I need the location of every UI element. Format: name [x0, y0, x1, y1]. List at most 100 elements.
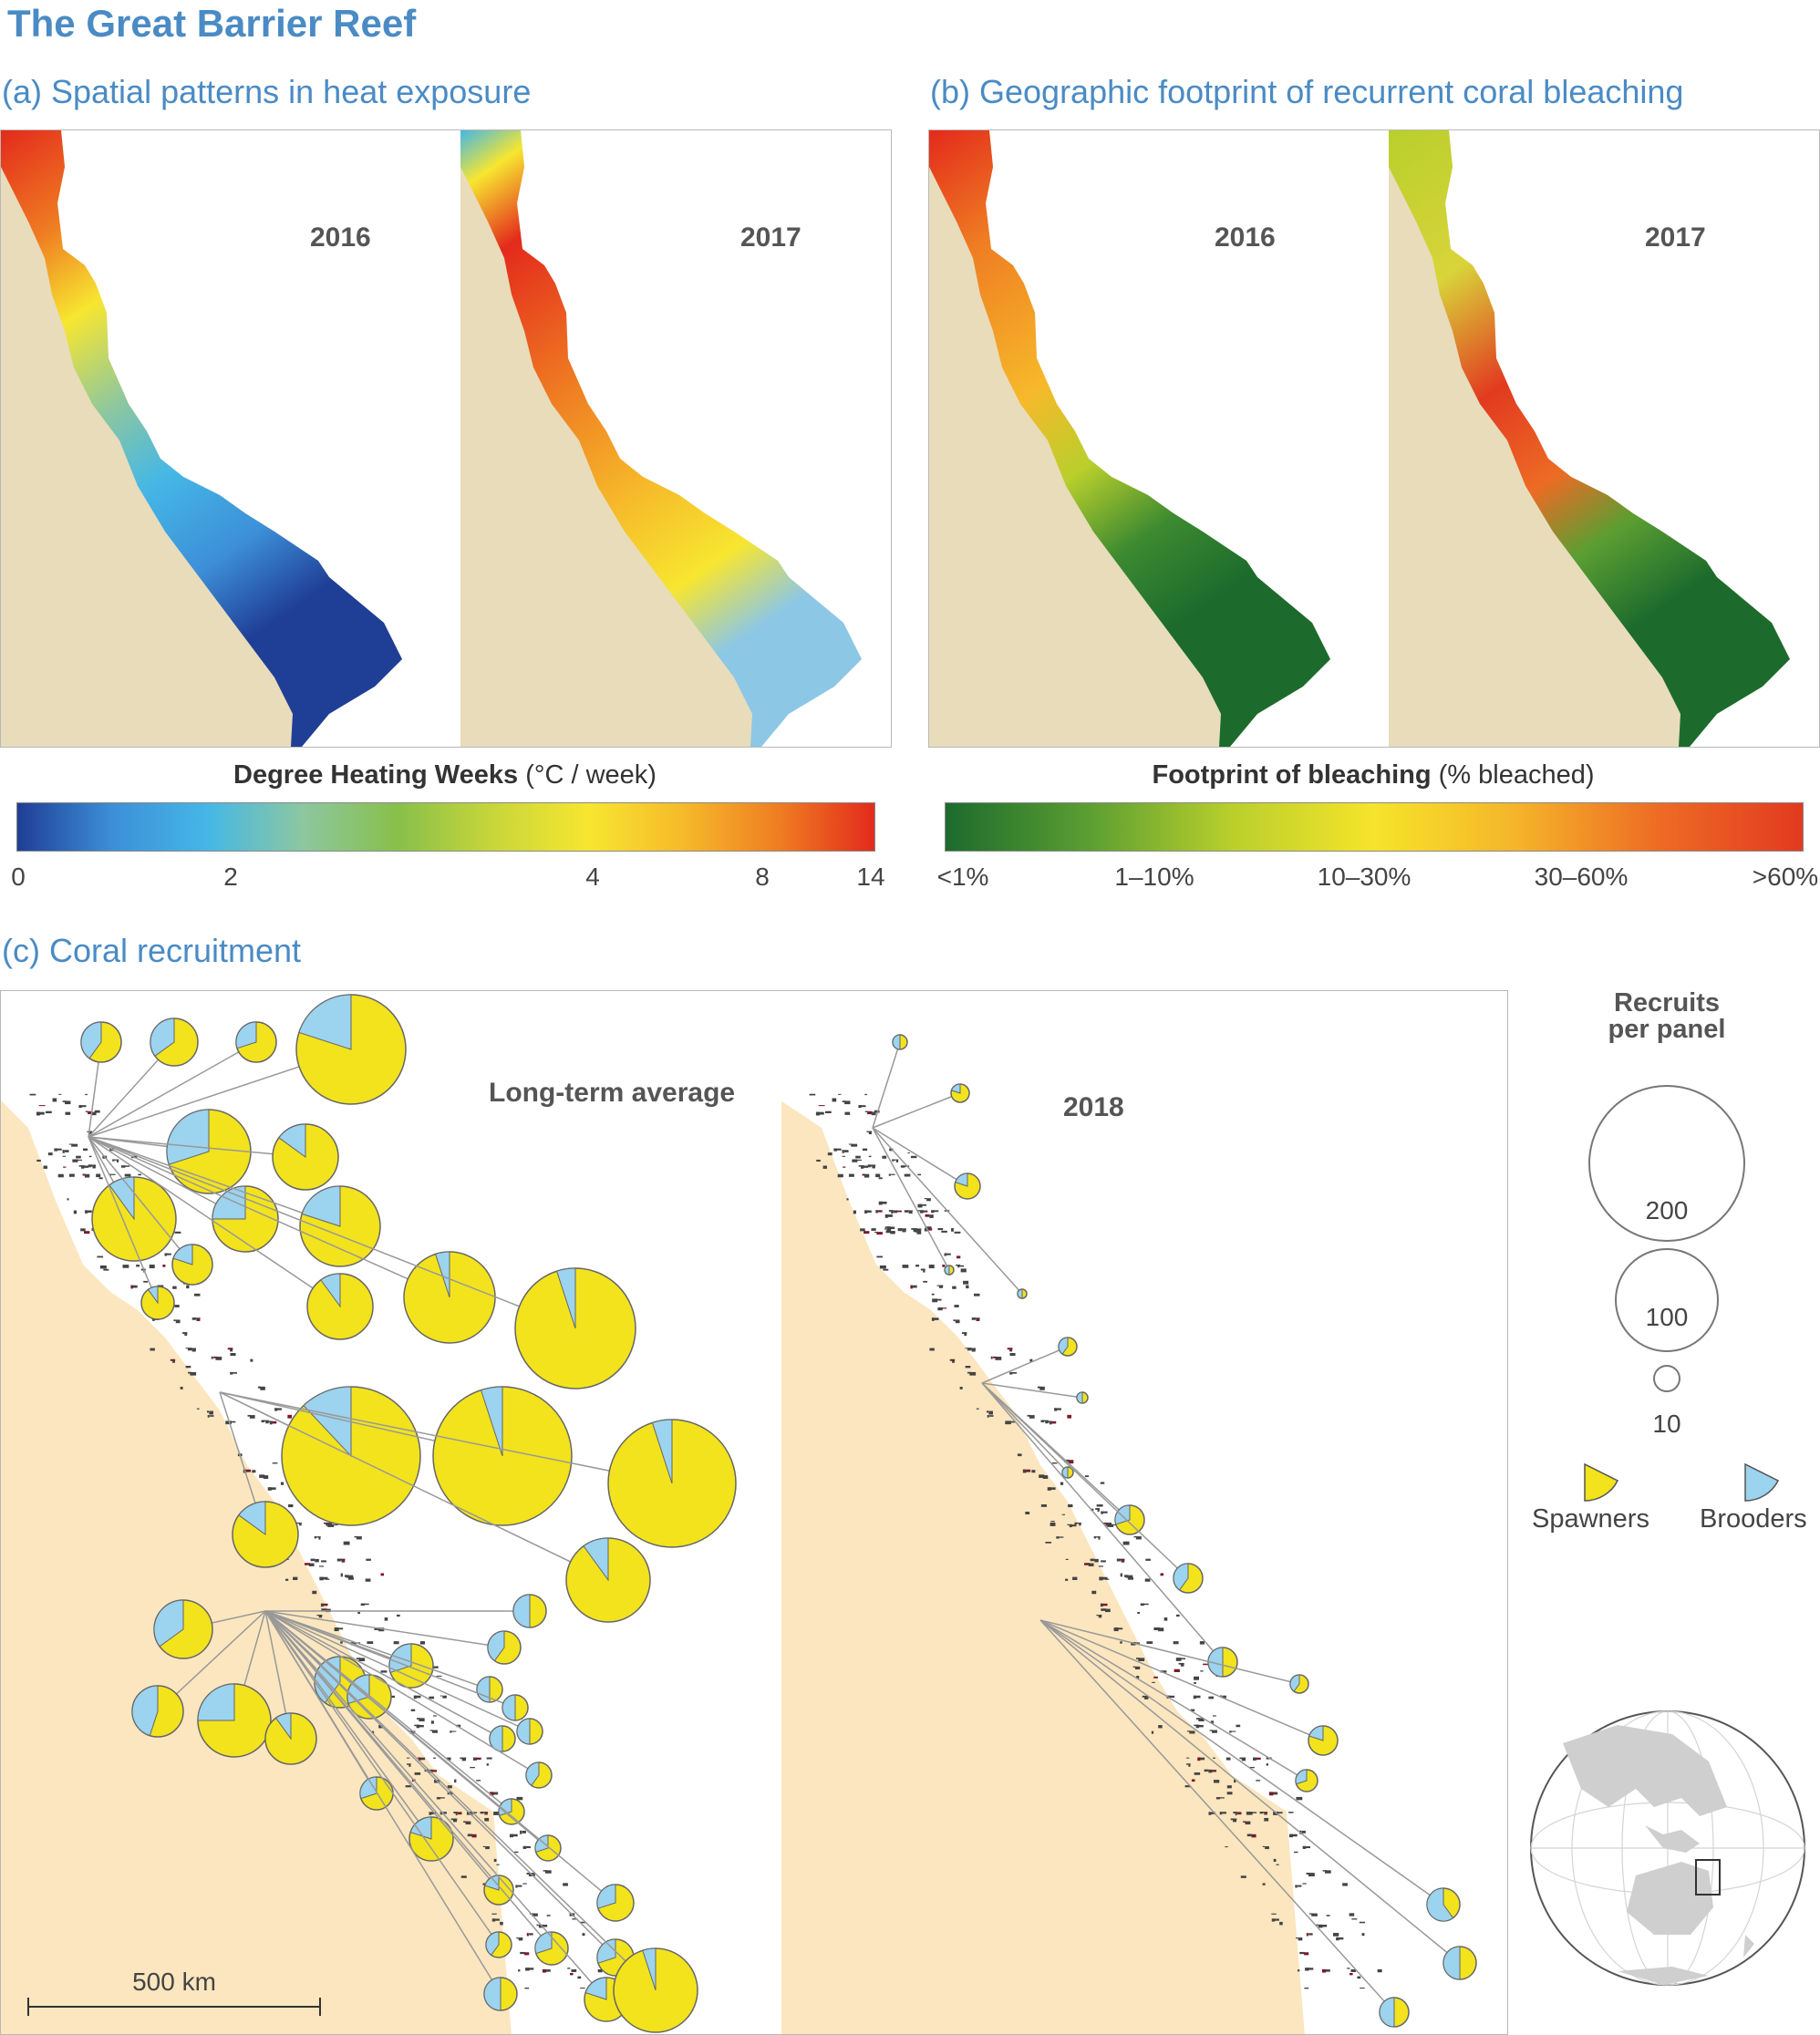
brooder-slice: [516, 1718, 531, 1745]
brooder-slice: [944, 1265, 950, 1276]
reef-fragment: [1120, 1641, 1122, 1644]
reef-fragment: [818, 1111, 824, 1115]
reef-fragment: [433, 1666, 439, 1668]
reef-fragment: [388, 1695, 396, 1699]
reef-fragment: [285, 1578, 289, 1581]
reef-fragment: [455, 1812, 458, 1816]
reef-fragment: [900, 1165, 905, 1168]
reef-fragment: [904, 1173, 911, 1177]
reef-fragment: [150, 1348, 155, 1351]
reef-fragment: [572, 1918, 578, 1920]
reef-fragment: [1204, 1769, 1208, 1772]
reef-fragment: [882, 1155, 887, 1159]
reef-fragment: [1191, 1779, 1195, 1782]
reef-fragment: [1160, 1573, 1164, 1576]
brooder-slice: [197, 1683, 235, 1721]
reef-fragment: [196, 1317, 201, 1321]
reef-fragment: [816, 1159, 821, 1162]
reef-fragment: [962, 1332, 967, 1334]
reef-fragment: [1338, 1937, 1344, 1940]
reef-fragment: [1100, 1603, 1103, 1607]
reef-fragment: [1302, 1845, 1307, 1849]
reef-fragment: [1009, 1348, 1013, 1352]
reef-fragment: [915, 1265, 920, 1267]
reef-fragment: [1140, 1603, 1144, 1606]
reef-fragment: [365, 1578, 371, 1582]
reef-fragment: [493, 1858, 497, 1862]
reef-fragment: [923, 1268, 926, 1273]
reef-fragment: [835, 1148, 842, 1151]
reef-fragment: [120, 1165, 126, 1168]
reef-fragment: [157, 1285, 164, 1286]
heat-exposure-maps: [1, 130, 891, 747]
reef-fragment: [874, 1231, 879, 1234]
reef-fragment: [1246, 1834, 1253, 1837]
pie-leader-line: [264, 1610, 503, 1740]
reef-fragment: [338, 1627, 344, 1630]
reef-fragment: [1197, 1724, 1204, 1728]
reef-fragment: [900, 1228, 906, 1231]
reef-fragment: [1215, 1797, 1221, 1800]
reef-fragment: [407, 1763, 411, 1765]
reef-fragment: [1288, 1834, 1293, 1838]
reef-fragment: [1265, 1846, 1269, 1850]
reef-fragment: [54, 1148, 57, 1152]
reef-fragment: [366, 1558, 371, 1561]
reef-fragment: [832, 1098, 837, 1102]
reef-fragment: [321, 1576, 328, 1580]
reef-fragment: [1040, 1504, 1048, 1507]
reef-fragment: [1175, 1658, 1182, 1661]
reef-fragment: [842, 1100, 846, 1102]
reef-fragment: [184, 1332, 188, 1337]
brooder-slice: [235, 1021, 257, 1049]
brooder-slice: [1379, 1997, 1395, 2028]
reef-fragment: [305, 1563, 311, 1565]
reef-fragment: [1266, 1763, 1268, 1766]
reef-fragment: [1332, 1933, 1339, 1937]
reef-fragment: [90, 1164, 97, 1167]
reef-fragment: [1163, 1617, 1168, 1621]
reef-fragment: [916, 1231, 922, 1234]
reef-fragment: [114, 1159, 119, 1161]
reef-fragment: [1054, 1408, 1058, 1411]
reef-fragment: [1318, 1924, 1323, 1928]
bleaching-map-2016: [929, 130, 1389, 747]
reef-fragment: [384, 1617, 388, 1621]
recruits-size-legend: 200 100 10: [1584, 1085, 1780, 1502]
pie-leader-line: [1039, 1619, 1300, 1685]
reef-fragment: [321, 1560, 326, 1563]
reef-fragment: [890, 1231, 895, 1234]
reef-fragment: [863, 1173, 870, 1178]
reef-fragment: [1316, 1924, 1318, 1927]
dhw-color-bar: [16, 802, 875, 852]
reef-fragment: [36, 1159, 41, 1162]
scale-bar: 500 km: [27, 1968, 321, 2016]
reef-fragment: [1009, 1371, 1013, 1375]
reef-fragment: [866, 1210, 872, 1214]
brooder-slice: [109, 1176, 135, 1221]
reef-fragment: [489, 1792, 494, 1796]
reef-fragment: [860, 1105, 866, 1108]
reef-fragment: [976, 1408, 979, 1410]
reef-fragment: [263, 1420, 269, 1422]
reef-fragment: [1261, 1812, 1268, 1813]
reef-fragment: [357, 1611, 360, 1615]
reef-fragment: [419, 1718, 425, 1721]
brooder-slice: [892, 1034, 901, 1050]
reef-fragment: [580, 1987, 585, 1989]
reef-fragment: [97, 1255, 104, 1258]
reef-fragment: [579, 1921, 585, 1924]
reef-fragment: [430, 1720, 434, 1724]
reef-fragment: [1007, 1348, 1013, 1350]
reef-fragment: [269, 1420, 273, 1425]
reef-fragment: [842, 1150, 844, 1153]
reef-fragment: [77, 1159, 82, 1161]
reef-fragment: [522, 1830, 526, 1834]
reef-fragment: [62, 1100, 67, 1102]
bleaching-tick: <1%: [936, 863, 989, 891]
reef-fragment: [78, 1165, 85, 1167]
reef-fragment: [885, 1230, 892, 1234]
reef-fragment: [951, 1228, 954, 1232]
pie-leader-line: [264, 1610, 531, 1732]
reef-fragment: [73, 1210, 78, 1214]
